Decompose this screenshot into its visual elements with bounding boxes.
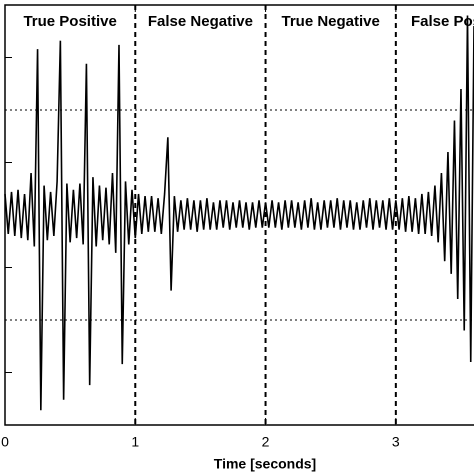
plot-frame xyxy=(4,4,474,426)
segment-label: False Negative xyxy=(148,13,253,30)
segment-label: False Positive xyxy=(411,13,474,30)
x-tick-label: 1 xyxy=(131,434,139,450)
segment-label: True Negative xyxy=(282,13,380,30)
x-tick-label: 0 xyxy=(1,434,9,450)
x-tick-label: 3 xyxy=(392,434,400,450)
x-axis-label: Time [seconds] xyxy=(214,456,316,472)
x-tick-label: 2 xyxy=(262,434,270,450)
waveform xyxy=(4,15,474,411)
segment-label: True Positive xyxy=(23,13,116,30)
